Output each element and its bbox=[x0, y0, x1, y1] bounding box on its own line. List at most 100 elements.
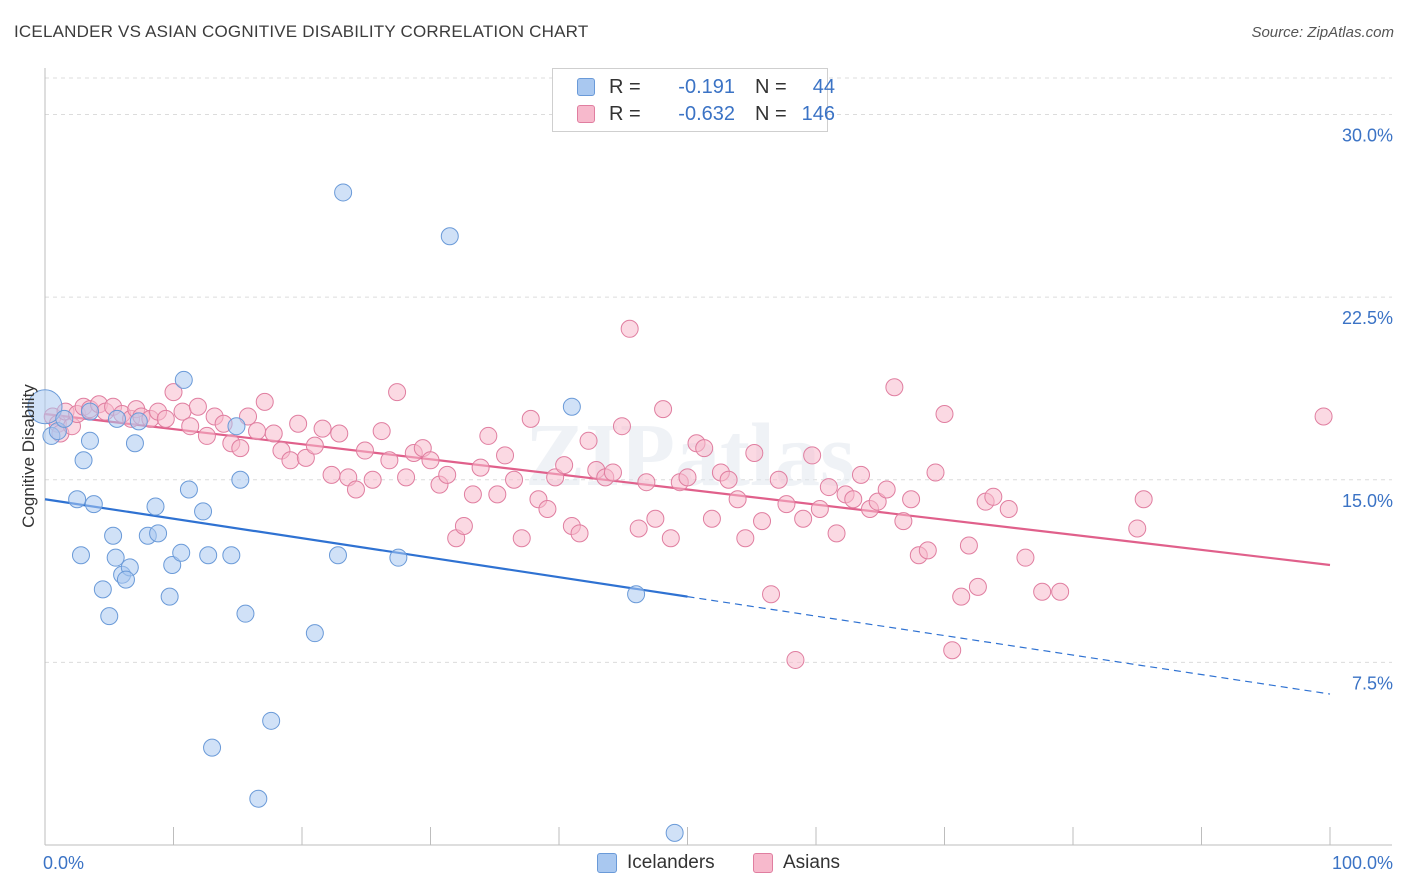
point-asians bbox=[1016, 548, 1035, 567]
point-icelanders bbox=[172, 543, 191, 562]
point-icelanders bbox=[55, 409, 74, 428]
axes bbox=[44, 68, 1392, 846]
point-icelanders bbox=[203, 738, 222, 757]
point-asians bbox=[380, 451, 399, 470]
point-asians bbox=[794, 509, 813, 528]
point-asians bbox=[678, 468, 697, 487]
chart-title: ICELANDER VS ASIAN COGNITIVE DISABILITY … bbox=[14, 22, 589, 41]
point-icelanders bbox=[146, 497, 165, 516]
bottom-legend-label: Icelanders bbox=[627, 852, 715, 873]
point-icelanders bbox=[194, 502, 213, 521]
point-icelanders bbox=[236, 604, 255, 623]
point-asians bbox=[877, 480, 896, 499]
point-icelanders bbox=[125, 434, 144, 453]
point-asians bbox=[646, 509, 665, 528]
point-icelanders bbox=[227, 417, 246, 436]
point-asians bbox=[397, 468, 416, 487]
point-asians bbox=[745, 443, 764, 462]
point-icelanders bbox=[562, 397, 581, 416]
point-icelanders bbox=[160, 587, 179, 606]
legend-n-label: N = bbox=[755, 75, 787, 98]
point-asians bbox=[654, 400, 673, 419]
point-asians bbox=[388, 383, 407, 402]
point-asians bbox=[620, 319, 639, 338]
legend-swatch-asians bbox=[577, 105, 595, 123]
point-asians bbox=[803, 446, 822, 465]
point-asians bbox=[1033, 582, 1052, 601]
point-icelanders bbox=[74, 451, 93, 470]
trend-line-icelanders-extrapolated bbox=[687, 596, 1331, 695]
legend-n-label: N = bbox=[755, 102, 787, 125]
point-asians bbox=[454, 517, 473, 536]
point-asians bbox=[819, 478, 838, 497]
point-icelanders bbox=[116, 570, 135, 589]
point-asians bbox=[999, 499, 1018, 518]
point-icelanders bbox=[440, 227, 459, 246]
point-icelanders bbox=[93, 580, 112, 599]
point-asians bbox=[728, 490, 747, 509]
point-asians bbox=[555, 456, 574, 475]
point-asians bbox=[952, 587, 971, 606]
point-icelanders bbox=[71, 546, 90, 565]
point-asians bbox=[330, 424, 349, 443]
point-asians bbox=[868, 492, 887, 511]
point-asians bbox=[546, 468, 565, 487]
y-tick-label: 7.5% bbox=[1352, 673, 1393, 693]
point-icelanders bbox=[106, 548, 125, 567]
point-asians bbox=[762, 585, 781, 604]
bottom-legend-swatch-asians bbox=[753, 853, 773, 873]
legend-row-asians: R = -0.632 N = 146 bbox=[577, 102, 835, 126]
point-asians bbox=[1134, 490, 1153, 509]
point-asians bbox=[538, 499, 557, 518]
point-asians bbox=[463, 485, 482, 504]
point-asians bbox=[943, 641, 962, 660]
point-asians bbox=[305, 436, 324, 455]
grid-lines bbox=[45, 77, 1392, 663]
point-icelanders bbox=[149, 524, 168, 543]
point-asians bbox=[1128, 519, 1147, 538]
point-asians bbox=[289, 414, 308, 433]
point-icelanders bbox=[262, 711, 281, 730]
point-asians bbox=[786, 650, 805, 669]
point-icelanders bbox=[174, 370, 193, 389]
watermark: ZIPatlas bbox=[525, 406, 855, 505]
point-asians bbox=[637, 473, 656, 492]
point-asians bbox=[968, 577, 987, 596]
point-asians bbox=[926, 463, 945, 482]
point-asians bbox=[719, 470, 738, 489]
point-asians bbox=[372, 422, 391, 441]
point-asians bbox=[984, 487, 1003, 506]
point-asians bbox=[346, 480, 365, 499]
point-asians bbox=[255, 392, 274, 411]
point-asians bbox=[322, 465, 341, 484]
point-asians bbox=[769, 470, 788, 489]
point-asians bbox=[570, 524, 589, 543]
point-icelanders bbox=[163, 555, 182, 574]
legend-r-value: -0.191 bbox=[678, 75, 735, 98]
x-tick-labels: 0.0% 100.0% bbox=[43, 853, 1393, 873]
point-icelanders bbox=[179, 480, 198, 499]
point-icelanders bbox=[129, 412, 148, 431]
y-tick-label: 22.5% bbox=[1342, 308, 1393, 328]
x-tick-label-start: 0.0% bbox=[43, 853, 84, 873]
point-asians bbox=[661, 529, 680, 548]
point-asians bbox=[296, 448, 315, 467]
point-asians bbox=[844, 490, 863, 509]
point-asians bbox=[827, 524, 846, 543]
point-asians bbox=[197, 426, 216, 445]
point-asians bbox=[488, 485, 507, 504]
bottom-legend-icelanders: Icelanders bbox=[597, 852, 715, 874]
point-asians bbox=[164, 383, 183, 402]
point-asians bbox=[603, 463, 622, 482]
point-asians bbox=[959, 536, 978, 555]
source-label: Source: ZipAtlas.com bbox=[1251, 24, 1394, 41]
point-icelanders bbox=[84, 495, 103, 514]
y-tick-labels: 7.5% 15.0% 22.5% 30.0% bbox=[1342, 126, 1393, 694]
point-asians bbox=[612, 417, 631, 436]
point-asians bbox=[421, 451, 440, 470]
point-asians bbox=[188, 397, 207, 416]
legend-row-icelanders: R = -0.191 N = 44 bbox=[577, 75, 835, 99]
bottom-legend-swatch-icelanders bbox=[597, 853, 617, 873]
point-icelanders bbox=[389, 548, 408, 567]
